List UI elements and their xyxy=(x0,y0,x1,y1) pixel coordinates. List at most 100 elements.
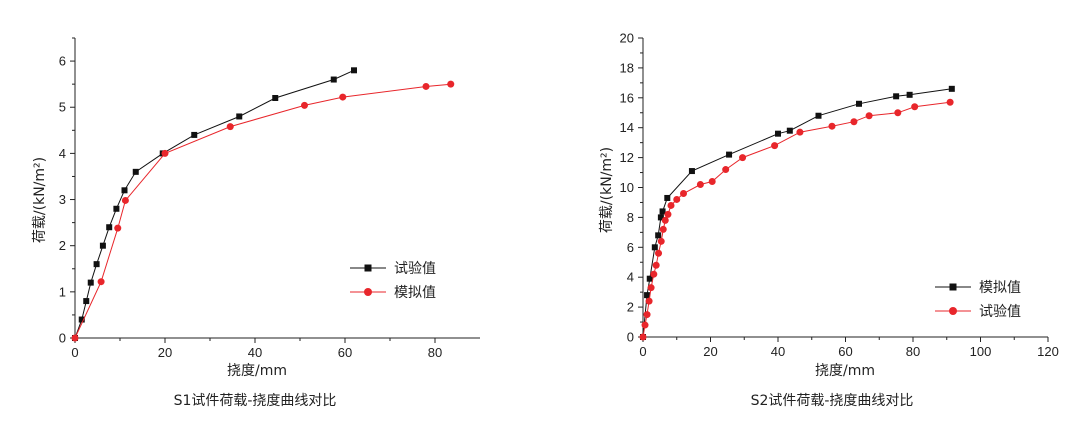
chart-s2-x-tick-label: 100 xyxy=(970,344,992,359)
chart-s2-y-tick-label: 8 xyxy=(627,210,634,225)
chart-s2-series-1-point xyxy=(664,194,671,201)
chart-s1-legend-label-2: 模拟值 xyxy=(394,285,436,301)
chart-s2-series-2-point xyxy=(639,333,647,341)
chart-s1-series-1-point xyxy=(99,242,106,249)
chart-s1-legend-label-1: 试验值 xyxy=(394,261,436,277)
chart-s1-series-1-line xyxy=(74,69,355,339)
chart-s2-series-2-point xyxy=(661,216,669,224)
chart-s1-y-tick-label: 4 xyxy=(59,146,66,161)
chart-s2-series-2-point xyxy=(771,142,779,150)
chart-s2-series-1-point xyxy=(726,151,733,158)
chart-s2-y-tick-label: 20 xyxy=(620,31,634,46)
chart-s2-x-tick-label: 40 xyxy=(771,344,785,359)
chart-s2-series-2-point xyxy=(850,118,858,126)
chart-s2-y-tick-label: 2 xyxy=(627,300,634,315)
chart-s1-series-2-point xyxy=(161,149,169,157)
chart-s2-legend-marker-1 xyxy=(949,283,957,291)
chart-s1-x-tick-label: 20 xyxy=(158,345,172,360)
chart-s2-series-2-point xyxy=(865,112,873,120)
chart-s1-series-2-point xyxy=(114,224,122,232)
chart-s1-series-2-point xyxy=(97,278,105,286)
chart-s2-series-2-point xyxy=(652,261,660,269)
chart-s1-series-1-point xyxy=(121,187,128,194)
chart-s1-series-2-point xyxy=(301,101,308,109)
chart-s2: S2试件荷载-挠度曲线对比 挠度/mm 荷载/(kN/m²) 0 20 40 60 80… xyxy=(599,31,1059,410)
chart-s1-series-1-point xyxy=(236,113,243,120)
chart-s2-series-2-line xyxy=(642,101,951,338)
chart-s2-y-tick-label: 6 xyxy=(627,240,634,255)
chart-s1-series-2-line xyxy=(74,83,451,339)
chart-s2-series-2-point xyxy=(708,178,716,186)
chart-s2-series-2-point xyxy=(667,201,675,209)
chart-s2-series-2-point xyxy=(722,166,730,174)
chart-s2-series-1-point xyxy=(893,93,900,100)
chart-s2-series-2-point xyxy=(680,189,687,197)
chart-s2-series-2-point xyxy=(911,103,919,111)
chart-s2-series-1-point xyxy=(644,292,651,299)
chart-s2-series-2-point xyxy=(647,284,655,292)
chart-s2-series-2-point xyxy=(650,270,658,278)
chart-s2-legend-label-1: 模拟值 xyxy=(979,280,1021,296)
chart-s2-series-2-point xyxy=(894,109,902,117)
chart-s2-series-1-point xyxy=(948,85,955,92)
chart-s2-series-1-point xyxy=(856,100,862,107)
chart-s2-xlabel: 挠度/mm xyxy=(815,363,875,379)
chart-s2-y-tick-label: 0 xyxy=(627,330,634,345)
chart-s1-series-1-point xyxy=(78,316,85,323)
chart-s1-series-1-point xyxy=(191,131,198,138)
chart-s1-series-1-point xyxy=(87,279,94,286)
chart-s2-series-2-point xyxy=(946,98,954,106)
chart-s1-y-tick-label: 2 xyxy=(59,238,66,253)
chart-s2-y-tick-label: 14 xyxy=(620,120,634,135)
chart-s1-ylabel: 荷载/(kN/m²) xyxy=(32,157,48,243)
chart-s1-series-1-point xyxy=(106,224,113,231)
chart-s2-series-1-line xyxy=(642,88,952,338)
chart-s2-series-2-point xyxy=(645,297,653,305)
chart-s2-y-tick-label: 12 xyxy=(620,150,634,165)
chart-s2-x-tick-label: 80 xyxy=(906,344,920,359)
chart-s2-series-2-point xyxy=(657,237,665,245)
chart-s1-xlabel: 挠度/mm xyxy=(227,363,287,379)
chart-s1-series-1-point xyxy=(272,95,279,101)
chart-s2-series-2-point xyxy=(673,195,681,203)
chart-s2-series-2-point xyxy=(655,249,663,257)
chart-s2-series-2-point xyxy=(796,128,804,136)
chart-s2-series-1-point xyxy=(657,214,664,221)
chart-s1-series-2-point xyxy=(226,123,234,131)
chart-s1-legend-marker-1 xyxy=(364,264,372,272)
chart-s2-series-2-point xyxy=(659,225,667,233)
chart-s2-series-2-point xyxy=(643,311,651,319)
chart-s2-series-1-point xyxy=(655,232,662,239)
chart-s1-x-tick-label: 40 xyxy=(248,345,262,360)
chart-s2-series-1-point xyxy=(646,275,653,282)
chart-s2-x-tick-label: 60 xyxy=(838,344,852,359)
chart-s2-series-2-point xyxy=(739,154,747,162)
chart-s1-y-tick-label: 0 xyxy=(59,331,66,346)
chart-s1-x-tick-label: 80 xyxy=(428,345,442,360)
chart-s2-series-1-point xyxy=(815,112,822,119)
chart-s2-series-2-point xyxy=(641,321,649,329)
chart-s1-series-1-point xyxy=(93,261,100,268)
chart-s1-y-tick-label: 6 xyxy=(59,54,66,69)
chart-s2-series-1-point xyxy=(659,208,666,215)
chart-s1-caption: S1试件荷载-挠度曲线对比 xyxy=(174,393,337,409)
chart-s2-x-tick-label: 20 xyxy=(703,344,717,359)
chart-s1-x-tick-label: 60 xyxy=(338,345,352,360)
chart-s1-x-tick-label: 0 xyxy=(71,345,78,360)
chart-s2-series-1-point xyxy=(651,244,658,251)
chart-s2-y-tick-label: 4 xyxy=(627,270,634,285)
chart-s2-legend-marker-2 xyxy=(949,307,957,315)
chart-s2-series-1-point xyxy=(786,127,793,134)
chart-s1-series-2-point xyxy=(339,93,347,101)
chart-s2-caption: S2试件荷载-挠度曲线对比 xyxy=(751,393,914,409)
chart-s2-x-tick-label: 120 xyxy=(1037,344,1059,359)
chart-s1-series-2-point xyxy=(447,80,455,88)
chart-s2-x-tick-label: 0 xyxy=(639,344,646,359)
chart-s1-series-2-point xyxy=(121,196,129,204)
chart-s2-series-2-point xyxy=(696,181,704,189)
chart-s1-series-1-point xyxy=(330,76,337,83)
chart-s2-ylabel: 荷载/(kN/m²) xyxy=(599,147,615,233)
chart-s1-series-1-point xyxy=(83,298,90,305)
chart-s2-series-1-point xyxy=(775,130,781,137)
